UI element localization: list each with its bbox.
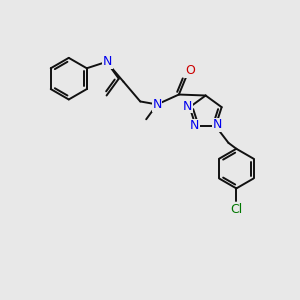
- Text: N: N: [190, 119, 200, 133]
- Text: N: N: [103, 55, 112, 68]
- Text: N: N: [152, 98, 162, 111]
- Text: N: N: [183, 100, 192, 113]
- Text: O: O: [185, 64, 195, 77]
- Text: N: N: [213, 118, 222, 131]
- Text: Cl: Cl: [230, 203, 242, 216]
